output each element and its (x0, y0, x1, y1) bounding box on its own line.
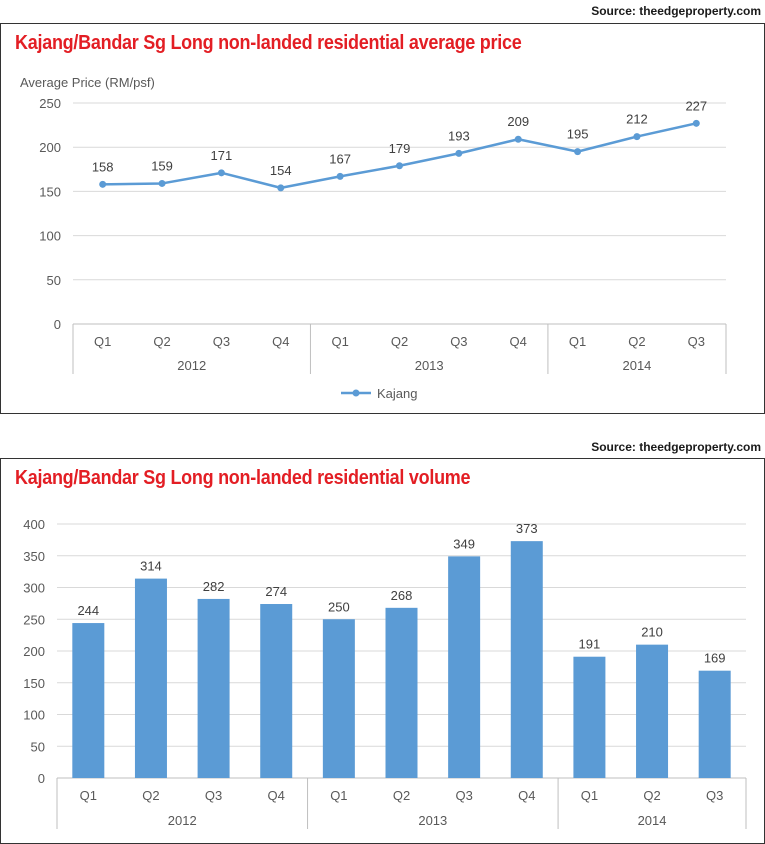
price-chart-title: Kajang/Bandar Sg Long non-landed residen… (15, 32, 522, 54)
data-label: 373 (516, 521, 538, 536)
x-tick-label: Q1 (80, 788, 97, 803)
data-point (336, 172, 344, 180)
y-tick-label: 100 (39, 229, 61, 244)
source-note: Source: theedgeproperty.com (591, 4, 761, 18)
data-label: 314 (140, 559, 162, 574)
bar (385, 607, 418, 778)
y-tick-label: 350 (23, 549, 45, 564)
y-tick-label: 150 (23, 676, 45, 691)
data-label: 158 (92, 159, 114, 174)
y-tick-label: 100 (23, 708, 45, 723)
bar (322, 619, 355, 778)
price-line-chart: 0 50 100 150 200 250 Q1 Q2 Q3 Q4 Q1 Q2 Q3 Q4 Q1 Q2 Q3 201… (20, 75, 727, 401)
x-tick-label: Q2 (142, 788, 159, 803)
x-tick-label: Q3 (213, 334, 230, 349)
data-point (633, 133, 641, 141)
data-label: 210 (641, 625, 663, 640)
data-point (574, 148, 582, 156)
volume-chart-panel: Kajang/Bandar Sg Long non-landed residen… (0, 458, 765, 844)
legend-marker (352, 389, 360, 397)
x-tick-label: Q3 (205, 788, 222, 803)
data-label: 274 (265, 584, 287, 599)
x-group-label: 2013 (418, 813, 447, 828)
data-point (277, 184, 285, 192)
y-axis-title: Average Price (RM/psf) (20, 75, 155, 90)
volume-chart-title: Kajang/Bandar Sg Long non-landed residen… (15, 467, 471, 489)
x-tick-label: Q4 (518, 788, 535, 803)
y-tick-label: 0 (38, 771, 45, 786)
y-tick-label: 400 (23, 517, 45, 532)
y-tick-label: 50 (47, 273, 61, 288)
volume-bar-chart: 0 50 100 150 200 250 300 350 400 Q1 Q2 Q3 Q4 Q1 Q2 Q3 Q4… (23, 517, 747, 829)
y-tick-label: 0 (54, 317, 61, 332)
data-label: 227 (685, 98, 707, 113)
x-tick-label: Q4 (510, 334, 527, 349)
x-tick-label: Q1 (581, 788, 598, 803)
data-point (455, 149, 463, 157)
x-tick-label: Q3 (455, 788, 472, 803)
data-label: 167 (329, 151, 351, 166)
x-group-label: 2014 (622, 358, 651, 373)
data-label: 179 (389, 141, 411, 156)
data-point (158, 179, 166, 187)
data-label: 191 (579, 637, 601, 652)
x-tick-label: Q3 (450, 334, 467, 349)
data-label: 193 (448, 128, 470, 143)
data-label: 244 (77, 603, 99, 618)
data-label: 282 (203, 579, 225, 594)
x-tick-label: Q2 (153, 334, 170, 349)
data-label: 349 (453, 536, 475, 551)
data-label: 154 (270, 163, 292, 178)
data-label: 209 (507, 114, 529, 129)
x-tick-label: Q2 (643, 788, 660, 803)
bar (636, 644, 669, 778)
data-label: 195 (567, 127, 589, 142)
data-point (396, 162, 403, 170)
data-point (217, 169, 225, 177)
data-label: 171 (211, 148, 233, 163)
x-tick-label: Q1 (94, 334, 111, 349)
bar (448, 556, 481, 778)
x-group-label: 2012 (168, 813, 197, 828)
x-tick-label: Q3 (688, 334, 705, 349)
bar (197, 598, 230, 778)
bar (510, 541, 543, 778)
y-tick-label: 50 (31, 739, 45, 754)
y-tick-label: 150 (39, 184, 61, 199)
x-tick-label: Q3 (706, 788, 723, 803)
bar (134, 578, 167, 778)
data-label: 159 (151, 158, 173, 173)
price-chart-panel: Kajang/Bandar Sg Long non-landed residen… (0, 23, 765, 414)
x-tick-label: Q1 (331, 334, 348, 349)
x-tick-label: Q1 (330, 788, 347, 803)
bar (573, 656, 606, 778)
bar (260, 604, 293, 778)
source-note: Source: theedgeproperty.com (591, 440, 761, 454)
data-label: 250 (328, 599, 350, 614)
legend-label: Kajang (377, 386, 417, 401)
data-point (514, 135, 522, 143)
data-label: 212 (626, 112, 648, 127)
x-tick-label: Q2 (628, 334, 645, 349)
data-point (99, 180, 107, 188)
y-tick-label: 200 (23, 644, 45, 659)
y-tick-label: 200 (39, 140, 61, 155)
x-tick-label: Q1 (569, 334, 586, 349)
y-tick-label: 250 (23, 612, 45, 627)
bar (698, 670, 731, 778)
data-label: 169 (704, 651, 726, 666)
x-tick-label: Q2 (393, 788, 410, 803)
y-tick-label: 250 (39, 96, 61, 111)
x-tick-label: Q4 (272, 334, 289, 349)
bar (72, 623, 105, 778)
x-group-label: 2013 (415, 358, 444, 373)
y-tick-label: 300 (23, 581, 45, 596)
x-tick-label: Q4 (268, 788, 285, 803)
data-label: 268 (391, 588, 413, 603)
data-point (692, 119, 700, 127)
x-tick-label: Q2 (391, 334, 408, 349)
x-group-label: 2012 (177, 358, 206, 373)
x-group-label: 2014 (638, 813, 667, 828)
